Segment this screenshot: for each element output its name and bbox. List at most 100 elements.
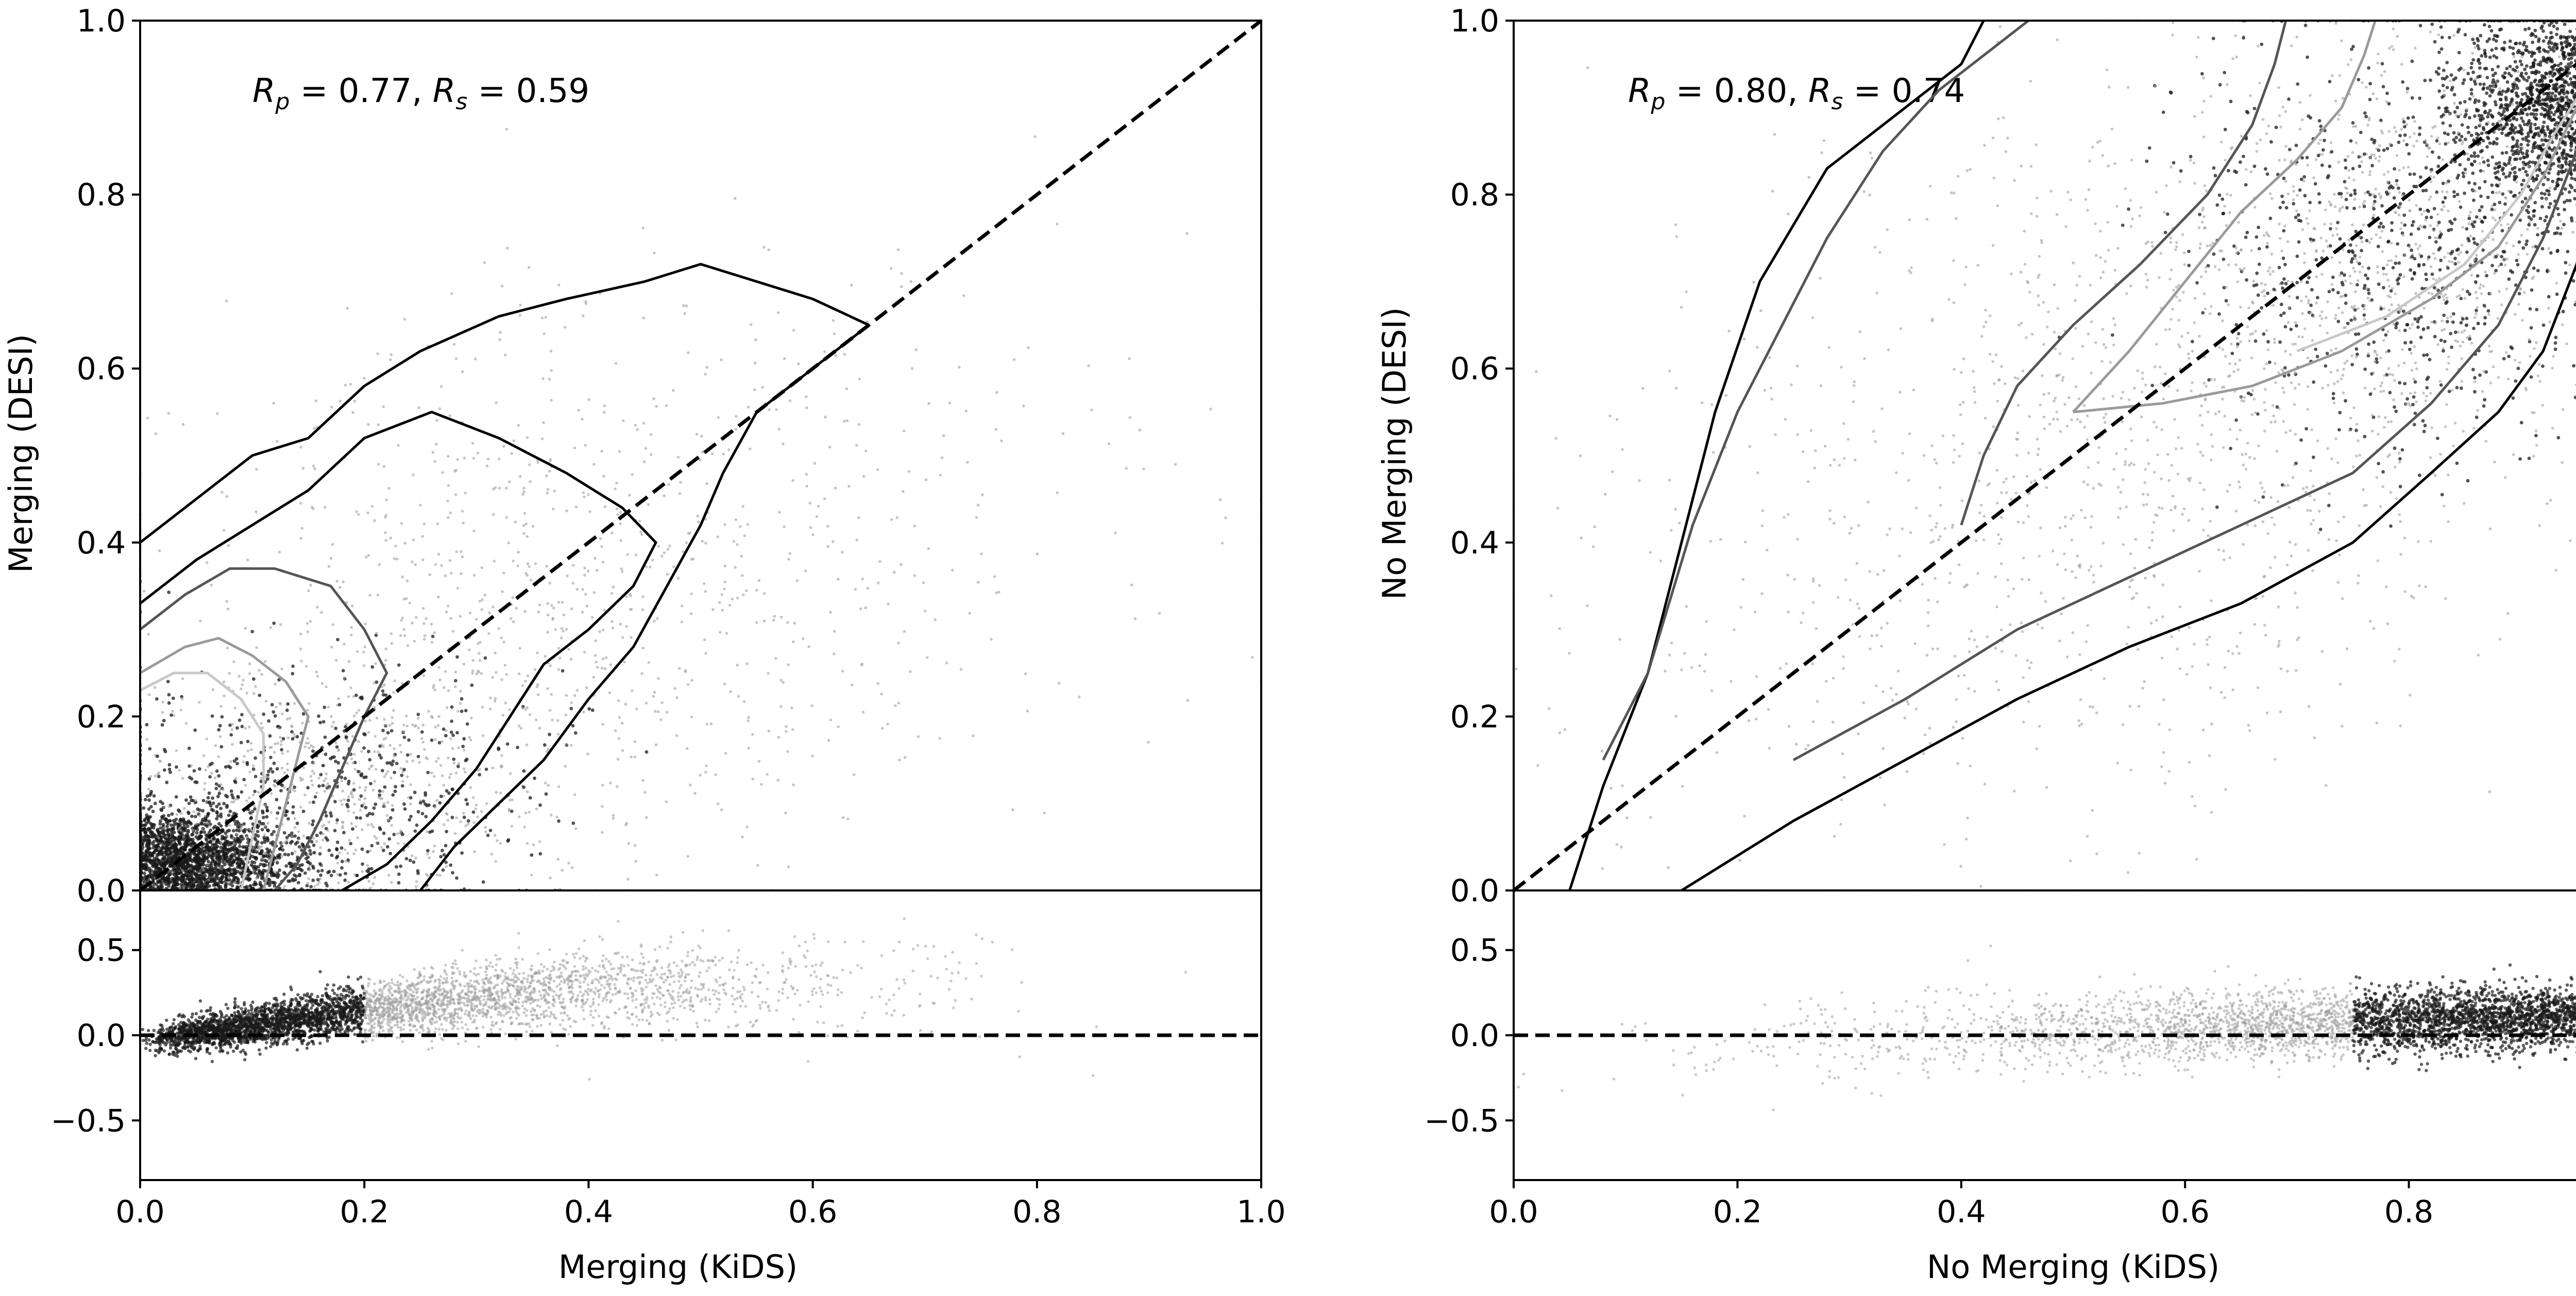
left-scatter-point xyxy=(386,801,389,804)
left-scatter-point xyxy=(582,491,585,494)
left-scatter-point xyxy=(361,828,364,831)
left-scatter-point xyxy=(512,560,515,563)
left-scatter-point xyxy=(207,879,210,882)
left-scatter-point xyxy=(292,788,295,791)
left-scatter-point xyxy=(309,885,313,888)
left-scatter-point xyxy=(833,652,836,655)
left-scatter-point xyxy=(244,727,247,730)
left-scatter-point xyxy=(500,754,503,757)
left-scatter-point xyxy=(167,873,171,877)
left-scatter-point xyxy=(373,519,376,523)
left-scatter-point xyxy=(704,373,707,376)
left-scatter-point xyxy=(335,847,338,851)
left-scatter-point xyxy=(248,662,251,665)
left-scatter-point xyxy=(367,867,371,871)
left-scatter-point xyxy=(355,816,359,820)
left-scatter-point xyxy=(355,712,358,715)
left-scatter-point xyxy=(350,822,353,825)
left-scatter-point xyxy=(601,723,604,726)
left-scatter-point xyxy=(563,613,566,616)
left-scatter-point xyxy=(401,576,404,579)
left-scatter-point xyxy=(383,683,386,686)
left-scatter-point xyxy=(555,816,558,819)
left-scatter-point xyxy=(240,835,244,838)
left-scatter-point xyxy=(210,584,213,587)
left-scatter-point xyxy=(142,806,146,810)
left-scatter-point xyxy=(626,878,630,881)
left-scatter-point xyxy=(274,743,277,746)
left-scatter-point xyxy=(145,843,149,847)
left-scatter-point xyxy=(351,411,354,414)
left-scatter-point xyxy=(581,418,584,421)
left-scatter-point xyxy=(615,362,618,365)
left-scatter-point xyxy=(480,672,483,675)
left-scatter-point xyxy=(265,700,268,703)
left-scatter-point xyxy=(278,806,281,810)
left-scatter-point xyxy=(214,874,218,878)
left-scatter-point xyxy=(340,866,344,870)
left-scatter-point xyxy=(526,535,529,538)
left-scatter-point xyxy=(645,816,648,819)
left-scatter-point xyxy=(231,884,234,888)
left-scatter-point xyxy=(367,750,370,753)
left-scatter-point xyxy=(433,631,436,634)
left-scatter-point xyxy=(333,800,337,803)
left-scatter-point xyxy=(745,826,749,829)
left-scatter-point xyxy=(703,582,706,585)
left-scatter-point xyxy=(449,414,452,417)
left-scatter-point xyxy=(204,769,207,772)
left-scatter-point xyxy=(444,734,448,737)
left-scatter-point xyxy=(508,709,511,712)
left-scatter-point xyxy=(763,619,766,622)
left-scatter-point xyxy=(192,884,195,887)
left-scatter-point xyxy=(325,777,328,780)
left-scatter-point xyxy=(417,755,420,759)
left-scatter-point xyxy=(198,814,201,817)
left-scatter-point xyxy=(159,760,162,763)
left-scatter-point xyxy=(437,715,440,718)
left-scatter-point xyxy=(641,647,645,650)
left-scatter-point xyxy=(255,468,258,471)
left-scatter-point xyxy=(195,863,199,867)
left-scatter-point xyxy=(148,829,151,833)
left-scatter-point xyxy=(411,561,414,564)
left-scatter-point xyxy=(566,575,569,578)
left-scatter-point xyxy=(351,796,354,799)
left-scatter-point xyxy=(463,663,466,666)
left-scatter-point xyxy=(204,815,207,818)
left-scatter-point xyxy=(997,591,1001,594)
left-scatter-point xyxy=(736,597,739,600)
left-scatter-point xyxy=(207,847,211,850)
left-scatter-point xyxy=(303,745,307,748)
left-scatter-point xyxy=(230,789,233,793)
left-scatter-point xyxy=(320,869,324,872)
left-scatter-point xyxy=(197,836,200,839)
left-scatter-point xyxy=(444,844,448,848)
left-scatter-point xyxy=(454,493,457,496)
left-scatter-point xyxy=(407,738,411,742)
left-scatter-point xyxy=(461,745,465,748)
left-scatter-point xyxy=(446,499,449,502)
left-scatter-point xyxy=(1219,498,1222,501)
left-scatter-point xyxy=(193,780,197,784)
left-scatter-point xyxy=(573,447,577,450)
left-scatter-point xyxy=(735,518,738,521)
left-scatter-point xyxy=(657,677,660,680)
left-scatter-point xyxy=(508,480,511,483)
left-scatter-point xyxy=(228,672,231,675)
left-scatter-point xyxy=(494,834,497,837)
left-scatter-point xyxy=(319,873,323,877)
left-scatter-point xyxy=(391,722,394,725)
left-scatter-point xyxy=(565,743,568,746)
left-scatter-point xyxy=(309,584,312,587)
left-scatter-point xyxy=(204,880,208,884)
left-scatter-point xyxy=(384,694,388,697)
left-scatter-point xyxy=(448,776,451,779)
left-scatter-point xyxy=(158,822,162,826)
left-scatter-point xyxy=(382,738,385,741)
left-scatter-point xyxy=(372,788,375,792)
left-scatter-point xyxy=(811,533,815,536)
left-scatter-point xyxy=(489,697,492,700)
left-scatter-point xyxy=(299,806,302,809)
left-scatter-point xyxy=(471,659,474,662)
